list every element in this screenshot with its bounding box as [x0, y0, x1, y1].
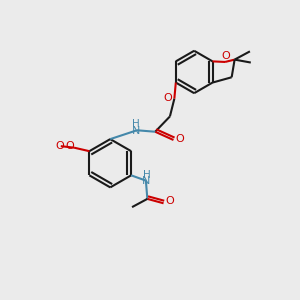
- Text: N: N: [142, 176, 151, 186]
- Text: O: O: [176, 134, 184, 143]
- Text: O: O: [65, 141, 74, 151]
- Text: O: O: [164, 93, 172, 103]
- Text: N: N: [132, 126, 140, 136]
- Text: O: O: [56, 141, 64, 151]
- Text: H: H: [132, 119, 139, 129]
- Text: H: H: [142, 170, 150, 180]
- Text: O: O: [221, 51, 230, 61]
- Text: O: O: [166, 196, 174, 206]
